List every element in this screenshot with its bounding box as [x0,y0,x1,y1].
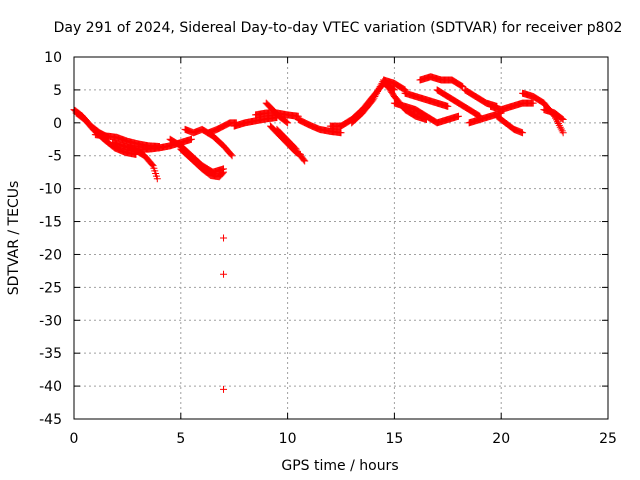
y-tick-label: -30 [39,313,62,329]
outlier-point [220,234,228,242]
series-arc-16 [294,116,345,137]
data-point [559,129,567,137]
data-point [220,168,228,176]
data-point [454,112,462,120]
data-point [559,116,567,124]
series-arc-27 [493,112,527,137]
series-arc-15 [296,152,309,165]
data-point [558,127,566,135]
y-axis-label: SDTVAR / TECUs [6,181,22,296]
data-point [228,152,236,160]
data-point [444,102,452,110]
outlier-point [220,270,228,278]
series-arc-22 [416,73,467,91]
series-arc-21 [401,89,452,110]
series-arc-26 [487,99,537,114]
data-points [70,73,567,393]
series-outliers [220,234,228,393]
x-tick-label: 10 [279,431,297,447]
y-tick-label: 0 [53,116,62,132]
data-point [558,115,566,123]
x-tick-label: 0 [70,431,79,447]
data-point [370,94,378,102]
data-point [292,145,300,153]
data-point [377,81,385,89]
data-point [529,99,537,107]
data-point [372,91,380,99]
y-tick-label: -45 [39,412,62,428]
data-point [284,119,292,127]
data-point [373,89,381,97]
data-point [554,120,562,128]
data-point [375,84,383,92]
series-arc-18 [348,76,409,127]
y-tick-label: -20 [39,247,62,263]
data-point [553,118,561,126]
data-point [555,121,563,129]
chart-title: Day 291 of 2024, Sidereal Day-to-day VTE… [54,20,623,36]
data-point [519,129,527,137]
series-arc-25 [465,109,505,127]
data-point [148,161,156,169]
data-point [373,88,381,96]
grid [74,57,608,419]
series-arc-20 [390,99,462,127]
y-tick-label: -35 [39,346,62,362]
data-point [337,129,345,137]
data-point [457,82,465,90]
y-tick-label: 10 [44,50,62,66]
data-point [187,135,195,143]
series-arc-29 [540,106,567,124]
y-tick-label: 5 [53,83,62,99]
y-tick-label: -10 [39,182,62,198]
axis-ticks [73,56,609,420]
data-point [300,156,308,164]
series-arc-12 [262,99,292,127]
data-point [371,92,379,100]
plot-frame [73,56,609,420]
outlier-point [220,385,228,393]
data-point [557,125,565,133]
data-point [153,175,161,183]
x-tick-labels: 0 5 10 15 20 25 [70,431,617,447]
data-point [227,151,235,159]
data-point [219,169,227,177]
data-point [301,157,309,165]
series-arc-14 [273,125,300,153]
x-tick-label: 25 [599,431,617,447]
y-tick-label: -40 [39,379,62,395]
series-arc-28 [519,89,567,137]
data-point [458,82,466,90]
y-tick-label: -5 [48,149,62,165]
x-tick-label: 20 [492,431,510,447]
series-arc-7 [177,145,228,181]
x-tick-label: 5 [176,431,185,447]
data-point [283,118,291,126]
data-point [556,123,564,131]
y-tick-labels: 10 5 0 -5 -10 -15 -20 -25 -30 -35 -40 -45 [39,50,62,428]
data-point [400,85,408,93]
data-point [374,86,382,94]
y-tick-label: -15 [39,215,62,231]
x-tick-label: 15 [385,431,403,447]
series-arc-10 [230,114,281,130]
data-point [376,83,384,91]
data-point [399,85,407,93]
data-point [369,96,377,104]
data-point [291,144,299,152]
x-axis-label: GPS time / hours [281,458,398,474]
y-tick-label: -25 [39,280,62,296]
